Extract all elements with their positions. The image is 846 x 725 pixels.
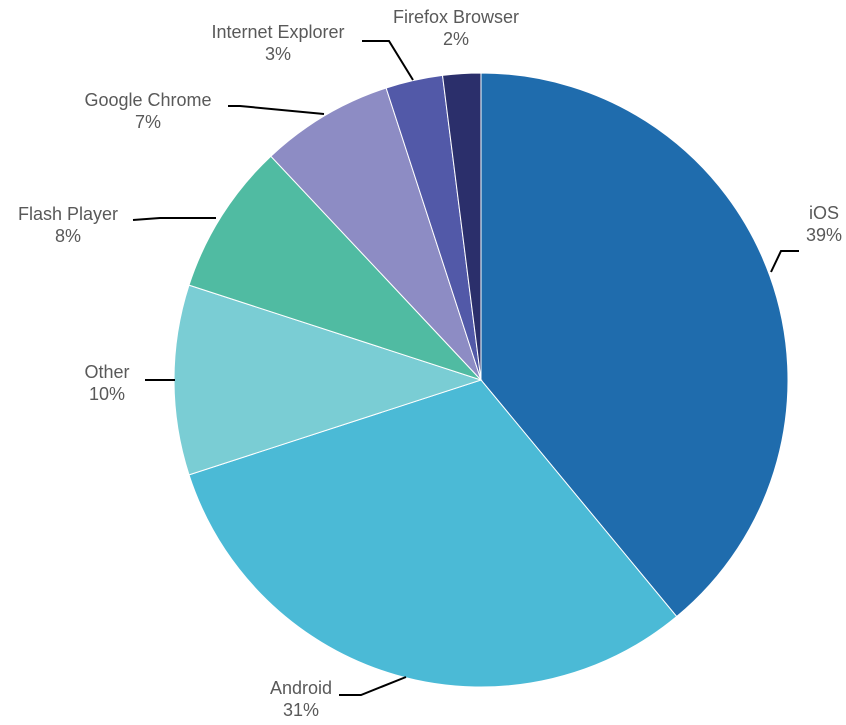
slice-label-internet-explorer: Internet Explorer bbox=[211, 22, 344, 42]
slice-value-other: 10% bbox=[89, 384, 125, 404]
slice-label-firefox-browser: Firefox Browser bbox=[393, 7, 519, 27]
slice-label-other: Other bbox=[84, 362, 129, 382]
slice-label-android: Android bbox=[270, 678, 332, 698]
slice-label-ios: iOS bbox=[809, 203, 839, 223]
leader-lines-layer bbox=[132, 40, 799, 696]
slice-value-firefox-browser: 2% bbox=[443, 29, 469, 49]
slices-layer bbox=[173, 72, 789, 688]
leader-line-google-chrome bbox=[228, 105, 325, 115]
pie-slice-firefox-browser bbox=[441, 72, 482, 381]
slice-value-flash-player: 8% bbox=[55, 226, 81, 246]
slice-label-flash-player: Flash Player bbox=[18, 204, 118, 224]
slice-value-google-chrome: 7% bbox=[135, 112, 161, 132]
slice-value-android: 31% bbox=[283, 700, 319, 720]
leader-line-flash-player bbox=[132, 217, 216, 221]
pie-slice-android bbox=[188, 379, 678, 688]
pie-slice-ios bbox=[480, 72, 789, 618]
slice-value-internet-explorer: 3% bbox=[265, 44, 291, 64]
pie-slice-google-chrome bbox=[270, 87, 482, 381]
leader-line-android bbox=[339, 676, 407, 696]
leader-line-internet-explorer bbox=[362, 40, 414, 81]
leader-line-ios bbox=[770, 250, 799, 273]
slice-value-ios: 39% bbox=[806, 225, 842, 245]
pie-slice-flash-player bbox=[188, 155, 482, 381]
slice-label-google-chrome: Google Chrome bbox=[84, 90, 211, 110]
